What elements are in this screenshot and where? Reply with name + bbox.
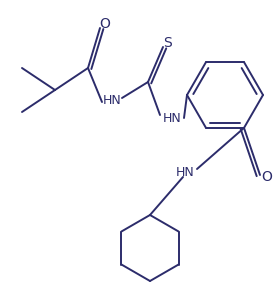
- Text: HN: HN: [163, 111, 181, 124]
- Text: O: O: [100, 17, 110, 31]
- Text: HN: HN: [175, 166, 194, 179]
- Text: S: S: [163, 36, 172, 50]
- Text: HN: HN: [103, 94, 121, 107]
- Text: O: O: [262, 170, 272, 184]
